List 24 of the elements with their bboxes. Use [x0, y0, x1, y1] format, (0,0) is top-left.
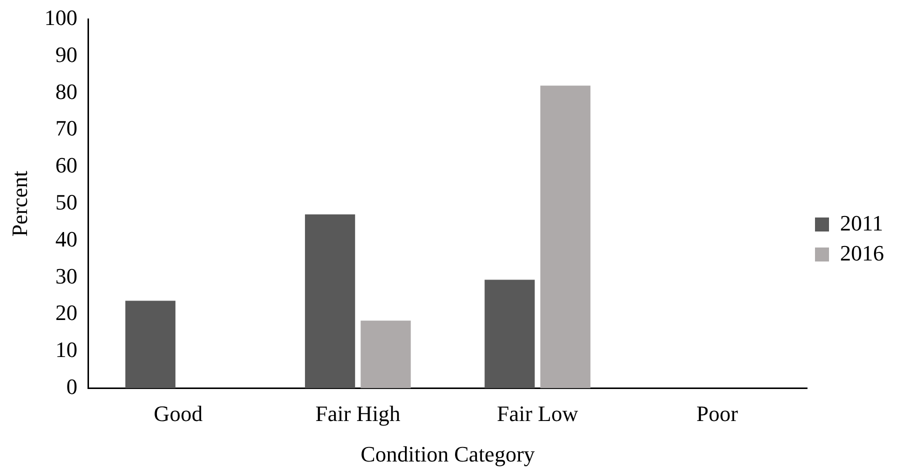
x-tick-label: Poor — [696, 401, 739, 426]
x-tick-label: Fair High — [315, 401, 400, 426]
bar — [484, 280, 535, 388]
x-axis-title: Condition Category — [360, 442, 535, 467]
y-tick-label: 0 — [66, 374, 78, 399]
bar — [360, 320, 411, 388]
bar — [125, 300, 176, 388]
x-tick-label: Fair Low — [496, 401, 578, 426]
legend-label: 2016 — [840, 240, 884, 266]
y-tick-label: 70 — [55, 116, 78, 141]
x-tick-label: Good — [154, 401, 203, 426]
y-tick-label: 10 — [55, 337, 78, 362]
y-tick-label: 20 — [55, 300, 78, 326]
y-tick-label: 100 — [44, 4, 78, 30]
y-tick-label: 60 — [55, 152, 78, 178]
y-tick-label: 80 — [55, 78, 78, 104]
bar — [540, 86, 590, 388]
y-tick-label: 50 — [55, 189, 78, 214]
y-tick-label: 90 — [55, 42, 78, 67]
y-axis-title: Percent — [6, 170, 32, 237]
legend-label: 2011 — [840, 210, 884, 236]
bar — [304, 214, 356, 388]
y-tick-label: 30 — [55, 263, 78, 288]
y-tick-label: 40 — [55, 226, 78, 252]
